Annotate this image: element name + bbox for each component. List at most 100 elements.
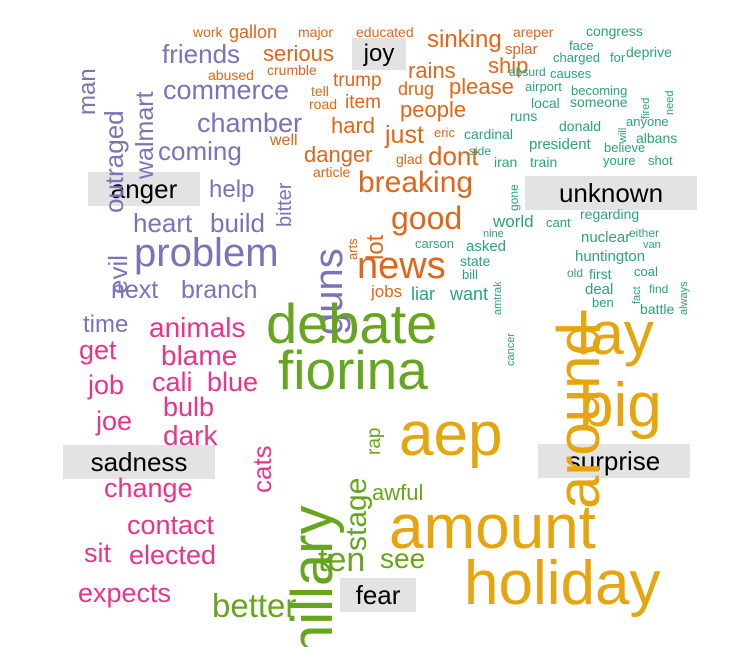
word-airport: airport <box>525 79 562 94</box>
word-coming: coming <box>158 136 242 166</box>
word-youre: youre <box>603 153 636 168</box>
word-want: want <box>450 284 489 304</box>
word-rains: rains <box>408 58 456 83</box>
word-major: major <box>298 24 334 40</box>
word-battle: battle <box>640 301 675 317</box>
word-old: old <box>567 266 584 280</box>
word-becoming: becoming <box>571 83 628 98</box>
group-label-surprise: surprise <box>538 444 690 478</box>
word-amtrak: amtrak <box>492 281 504 315</box>
word-gone: gone <box>507 184 521 211</box>
word-state: state <box>460 253 491 269</box>
word-sinking: sinking <box>427 26 502 53</box>
word-find: find <box>649 282 669 296</box>
word-jobs: jobs <box>371 282 403 301</box>
word-coal: coal <box>634 264 658 279</box>
word-educated: educated <box>356 24 414 40</box>
word-local: local <box>531 95 560 111</box>
word-runs: runs <box>510 108 538 124</box>
word-problem: problem <box>134 231 279 275</box>
word-man: man <box>74 68 101 115</box>
word-always: always <box>678 281 690 315</box>
word-change: change <box>104 473 193 503</box>
word-regarding: regarding <box>580 206 640 222</box>
word-people: people <box>400 97 467 122</box>
word-areper: areper <box>513 24 554 40</box>
word-please: please <box>449 74 514 99</box>
word-face: face <box>569 38 594 53</box>
word-president: president <box>529 136 591 153</box>
word-train: train <box>530 154 558 170</box>
word-job: job <box>88 370 125 400</box>
word-tell: tell <box>311 83 329 99</box>
word-absurd: absurd <box>509 65 546 79</box>
word-donald: donald <box>559 118 602 134</box>
group-label-fear: fear <box>340 578 416 612</box>
word-serious: serious <box>263 41 334 66</box>
word-congress: congress <box>586 23 643 39</box>
word-bulb: bulb <box>163 392 215 422</box>
word-danger: danger <box>304 142 373 167</box>
word-cardinal: cardinal <box>464 126 514 142</box>
word-good: good <box>391 200 463 236</box>
word-time: time <box>83 311 129 338</box>
word-first: first <box>589 266 612 282</box>
word-better: better <box>212 587 297 624</box>
group-label-joy: joy <box>352 38 406 70</box>
word-friends: friends <box>162 39 241 69</box>
word-crumble: crumble <box>267 62 317 78</box>
word-holiday: holiday <box>464 549 661 618</box>
word-lay: lay <box>577 300 654 367</box>
word-deal: deal <box>585 281 614 298</box>
word-well: well <box>270 132 298 149</box>
word-nuclear: nuclear <box>581 229 631 246</box>
word-ship: ship <box>488 53 529 78</box>
group-label-sadness: sadness <box>63 445 215 479</box>
word-cats: cats <box>247 445 277 493</box>
word-joe: joe <box>96 406 133 436</box>
word-contact: contact <box>127 510 215 540</box>
word-item: item <box>345 92 381 113</box>
word-awful: awful <box>372 480 424 505</box>
word-hard: hard <box>331 113 376 138</box>
word-amount: amount <box>389 493 596 562</box>
word-splar: splar <box>505 41 538 58</box>
word-expects: expects <box>78 578 172 608</box>
word-iran: iran <box>494 154 518 170</box>
word-eric: eric <box>434 125 455 140</box>
word-gallon: gallon <box>229 22 278 42</box>
word-charged: charged <box>553 50 600 65</box>
word-heart: heart <box>133 208 193 238</box>
word-for: for <box>610 50 626 65</box>
word-sit: sit <box>84 538 111 568</box>
word-glad: glad <box>396 151 423 167</box>
word-work: work <box>193 24 223 40</box>
word-big: big <box>579 371 662 440</box>
word-news: news <box>357 245 446 287</box>
word-stage: stage <box>340 477 373 551</box>
word-causes: causes <box>550 66 592 81</box>
word-side: side <box>469 144 492 158</box>
word-branch: branch <box>181 276 258 304</box>
word-ten: ten <box>318 541 366 579</box>
word-cali: cali <box>152 367 193 397</box>
word-cancer: cancer <box>505 332 517 366</box>
word-commerce: commerce <box>163 75 290 105</box>
word-debate: debate <box>266 292 438 355</box>
word-shot: shot <box>648 153 673 168</box>
word-cant: cant <box>546 215 571 230</box>
word-bitter: bitter <box>274 182 296 227</box>
word-huntington: huntington <box>575 248 646 265</box>
word-drug: drug <box>398 79 435 99</box>
word-build: build <box>210 208 265 238</box>
word-bill: bill <box>462 267 478 282</box>
word-ben: ben <box>592 295 614 310</box>
word-breaking: breaking <box>358 166 474 199</box>
word-albans: albans <box>636 130 678 146</box>
word-dont: dont <box>428 141 479 171</box>
word-nine: nine <box>483 228 504 240</box>
word-walmart: walmart <box>131 91 159 179</box>
word-blame: blame <box>161 340 238 371</box>
word-next: next <box>111 276 159 304</box>
